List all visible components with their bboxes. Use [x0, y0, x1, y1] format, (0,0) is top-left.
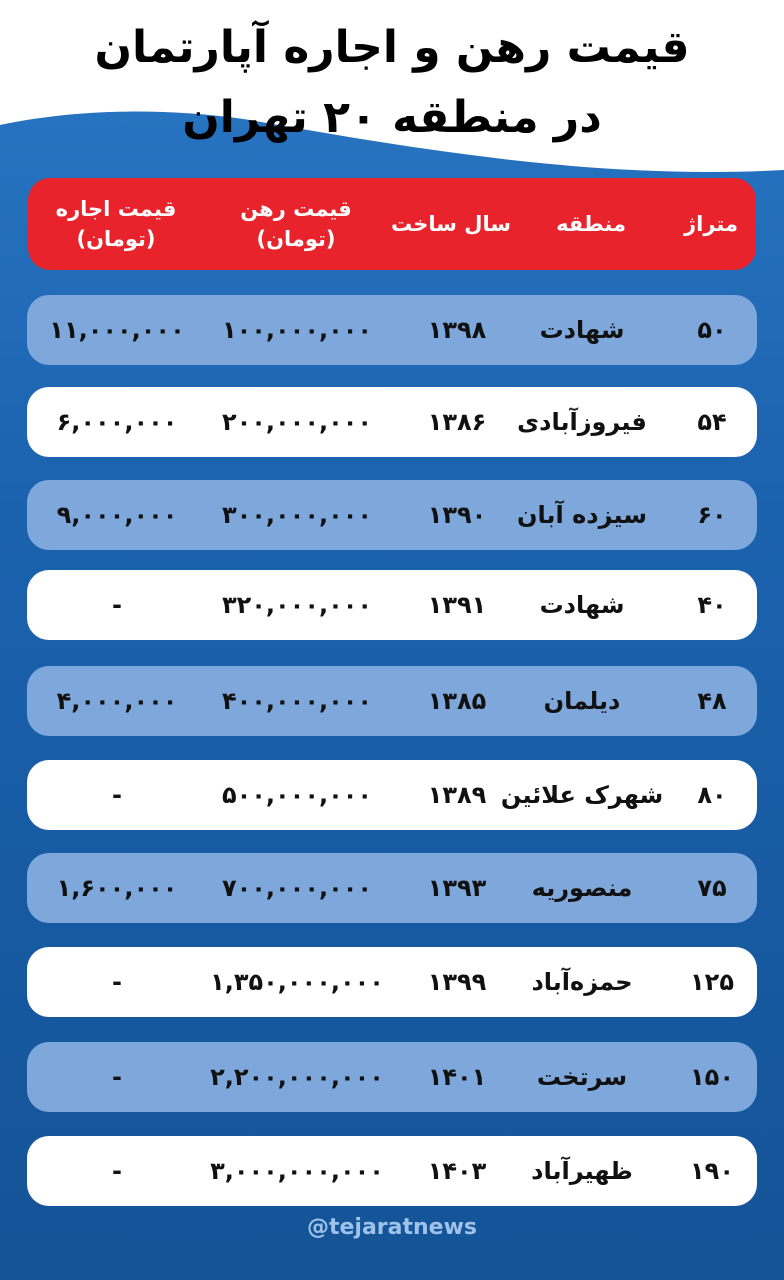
cell-rent: ۱,۶۰۰,۰۰۰: [56, 874, 178, 902]
cell-region: منصوریه: [531, 874, 633, 902]
cell-region: شهرک علائین: [500, 781, 664, 809]
cell-rent: ۹,۰۰۰,۰۰۰: [56, 501, 178, 529]
page-title-line-2: در منطقه ۲۰ تهران: [182, 92, 602, 143]
cell-area: ۴۸: [697, 687, 727, 715]
header-wave-background: [0, 0, 784, 172]
cell-rahn: ۳,۰۰۰,۰۰۰,۰۰۰: [210, 1157, 384, 1185]
cell-rent: -: [112, 781, 122, 809]
header-rent-label: قیمت اجاره: [55, 197, 177, 221]
table-header: متراژ منطقه سال ساخت قیمت رهن (تومان) قیم…: [28, 178, 756, 270]
header-rahn-label: قیمت رهن: [240, 197, 352, 221]
table-row: ۱۲۵ حمزه‌آباد ۱۳۹۹ ۱,۳۵۰,۰۰۰,۰۰۰ -: [27, 947, 757, 1017]
cell-rent: -: [112, 1157, 122, 1185]
header-rent: قیمت اجاره (تومان): [26, 178, 206, 270]
cell-rahn: ۱,۳۵۰,۰۰۰,۰۰۰: [210, 968, 384, 996]
header-region: منطقه: [516, 178, 666, 270]
header-year: سال ساخت: [386, 178, 516, 270]
table-row: ۷۵ منصوریه ۱۳۹۳ ۷۰۰,۰۰۰,۰۰۰ ۱,۶۰۰,۰۰۰: [27, 853, 757, 923]
cell-area: ۱۲۵: [690, 968, 734, 996]
cell-area: ۷۵: [697, 874, 727, 902]
header-rent-unit: (تومان): [76, 227, 156, 251]
cell-year: ۱۳۹۳: [427, 874, 487, 902]
cell-rent: -: [112, 591, 122, 619]
cell-area: ۱۵۰: [690, 1063, 734, 1091]
cell-region: شهادت: [539, 316, 625, 344]
table-row: ۴۸ دیلمان ۱۳۸۵ ۴۰۰,۰۰۰,۰۰۰ ۴,۰۰۰,۰۰۰: [27, 666, 757, 736]
table-row: ۴۰ شهادت ۱۳۹۱ ۳۲۰,۰۰۰,۰۰۰ -: [27, 570, 757, 640]
cell-region: ظهیرآباد: [531, 1157, 633, 1185]
cell-region: سرتخت: [536, 1063, 628, 1091]
cell-area: ۱۹۰: [690, 1157, 734, 1185]
cell-rent: ۶,۰۰۰,۰۰۰: [56, 408, 178, 436]
cell-area: ۵۴: [697, 408, 727, 436]
cell-rahn: ۳۰۰,۰۰۰,۰۰۰: [221, 501, 373, 529]
cell-year: ۱۳۹۸: [427, 316, 487, 344]
cell-area: ۴۰: [697, 591, 727, 619]
header-year-label: سال ساخت: [391, 212, 511, 236]
cell-rent: -: [112, 1063, 122, 1091]
header-area: متراژ: [666, 178, 756, 270]
cell-rahn: ۲۰۰,۰۰۰,۰۰۰: [221, 408, 373, 436]
cell-region: سیزده آبان: [517, 501, 647, 529]
table-row: ۵۴ فیروزآبادی ۱۳۸۶ ۲۰۰,۰۰۰,۰۰۰ ۶,۰۰۰,۰۰۰: [27, 387, 757, 457]
table-row: ۵۰ شهادت ۱۳۹۸ ۱۰۰,۰۰۰,۰۰۰ ۱۱,۰۰۰,۰۰۰: [27, 295, 757, 365]
footer-handle: @tejaratnews: [306, 1215, 478, 1240]
cell-area: ۵۰: [697, 316, 727, 344]
cell-year: ۱۴۰۱: [427, 1063, 487, 1091]
cell-rahn: ۷۰۰,۰۰۰,۰۰۰: [221, 874, 373, 902]
table-row: ۸۰ شهرک علائین ۱۳۸۹ ۵۰۰,۰۰۰,۰۰۰ -: [27, 760, 757, 830]
cell-rent: ۱۱,۰۰۰,۰۰۰: [49, 316, 185, 344]
header-rahn: قیمت رهن (تومان): [196, 178, 396, 270]
table-row: ۶۰ سیزده آبان ۱۳۹۰ ۳۰۰,۰۰۰,۰۰۰ ۹,۰۰۰,۰۰۰: [27, 480, 757, 550]
cell-year: ۱۳۸۶: [427, 408, 487, 436]
cell-region: دیلمان: [543, 687, 621, 715]
cell-region: حمزه‌آباد: [531, 968, 633, 996]
cell-region: فیروزآبادی: [517, 408, 647, 436]
header-region-label: منطقه: [556, 212, 626, 236]
header-area-label: متراژ: [684, 212, 738, 236]
cell-rent: -: [112, 968, 122, 996]
cell-rahn: ۴۰۰,۰۰۰,۰۰۰: [221, 687, 373, 715]
cell-year: ۱۴۰۳: [427, 1157, 487, 1185]
cell-rent: ۴,۰۰۰,۰۰۰: [56, 687, 178, 715]
cell-rahn: ۱۰۰,۰۰۰,۰۰۰: [221, 316, 373, 344]
cell-area: ۸۰: [697, 781, 727, 809]
table-row: ۱۹۰ ظهیرآباد ۱۴۰۳ ۳,۰۰۰,۰۰۰,۰۰۰ -: [27, 1136, 757, 1206]
page-title-line-1: قیمت رهن و اجاره آپارتمان: [94, 22, 690, 73]
cell-rahn: ۵۰۰,۰۰۰,۰۰۰: [221, 781, 373, 809]
table-row: ۱۵۰ سرتخت ۱۴۰۱ ۲,۲۰۰,۰۰۰,۰۰۰ -: [27, 1042, 757, 1112]
cell-region: شهادت: [539, 591, 625, 619]
cell-year: ۱۳۹۱: [427, 591, 487, 619]
cell-rahn: ۲,۲۰۰,۰۰۰,۰۰۰: [210, 1063, 384, 1091]
cell-rahn: ۳۲۰,۰۰۰,۰۰۰: [221, 591, 373, 619]
cell-year: ۱۳۸۵: [427, 687, 487, 715]
cell-area: ۶۰: [697, 501, 727, 529]
header-rahn-unit: (تومان): [256, 227, 336, 251]
cell-year: ۱۳۸۹: [427, 781, 487, 809]
cell-year: ۱۳۹۰: [427, 501, 487, 529]
cell-year: ۱۳۹۹: [427, 968, 487, 996]
